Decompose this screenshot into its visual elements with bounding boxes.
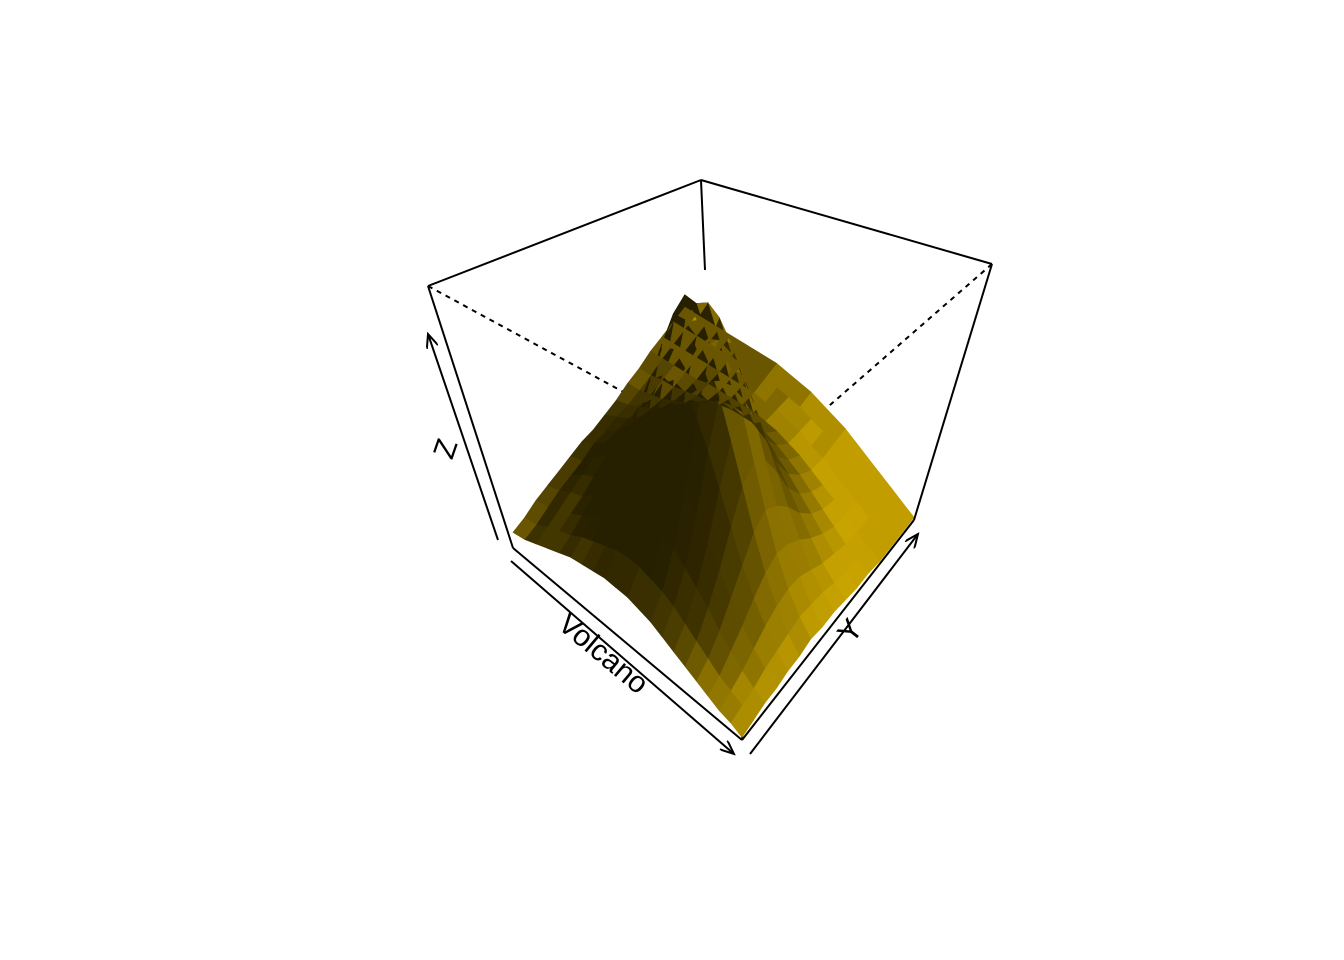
box-edge-top-left: [427, 179, 702, 287]
box-edge-back-right-top: [759, 263, 993, 467]
box-edge-bottom-left: [512, 547, 743, 741]
box-edge-left-vertical: [427, 285, 514, 549]
surface-facet: [512, 517, 537, 540]
surface-mesh: [512, 294, 915, 738]
box-front-edges: [427, 179, 993, 741]
z-axis-arrow: [428, 334, 499, 541]
x-axis-arrow: [510, 560, 734, 754]
box-edge-back-corner: [700, 179, 706, 271]
y-axis-arrow: [749, 534, 918, 755]
box-edge-top-right: [700, 179, 993, 265]
box-edge-bottom-right: [741, 519, 915, 741]
box-edge-right-vertical: [913, 263, 993, 521]
